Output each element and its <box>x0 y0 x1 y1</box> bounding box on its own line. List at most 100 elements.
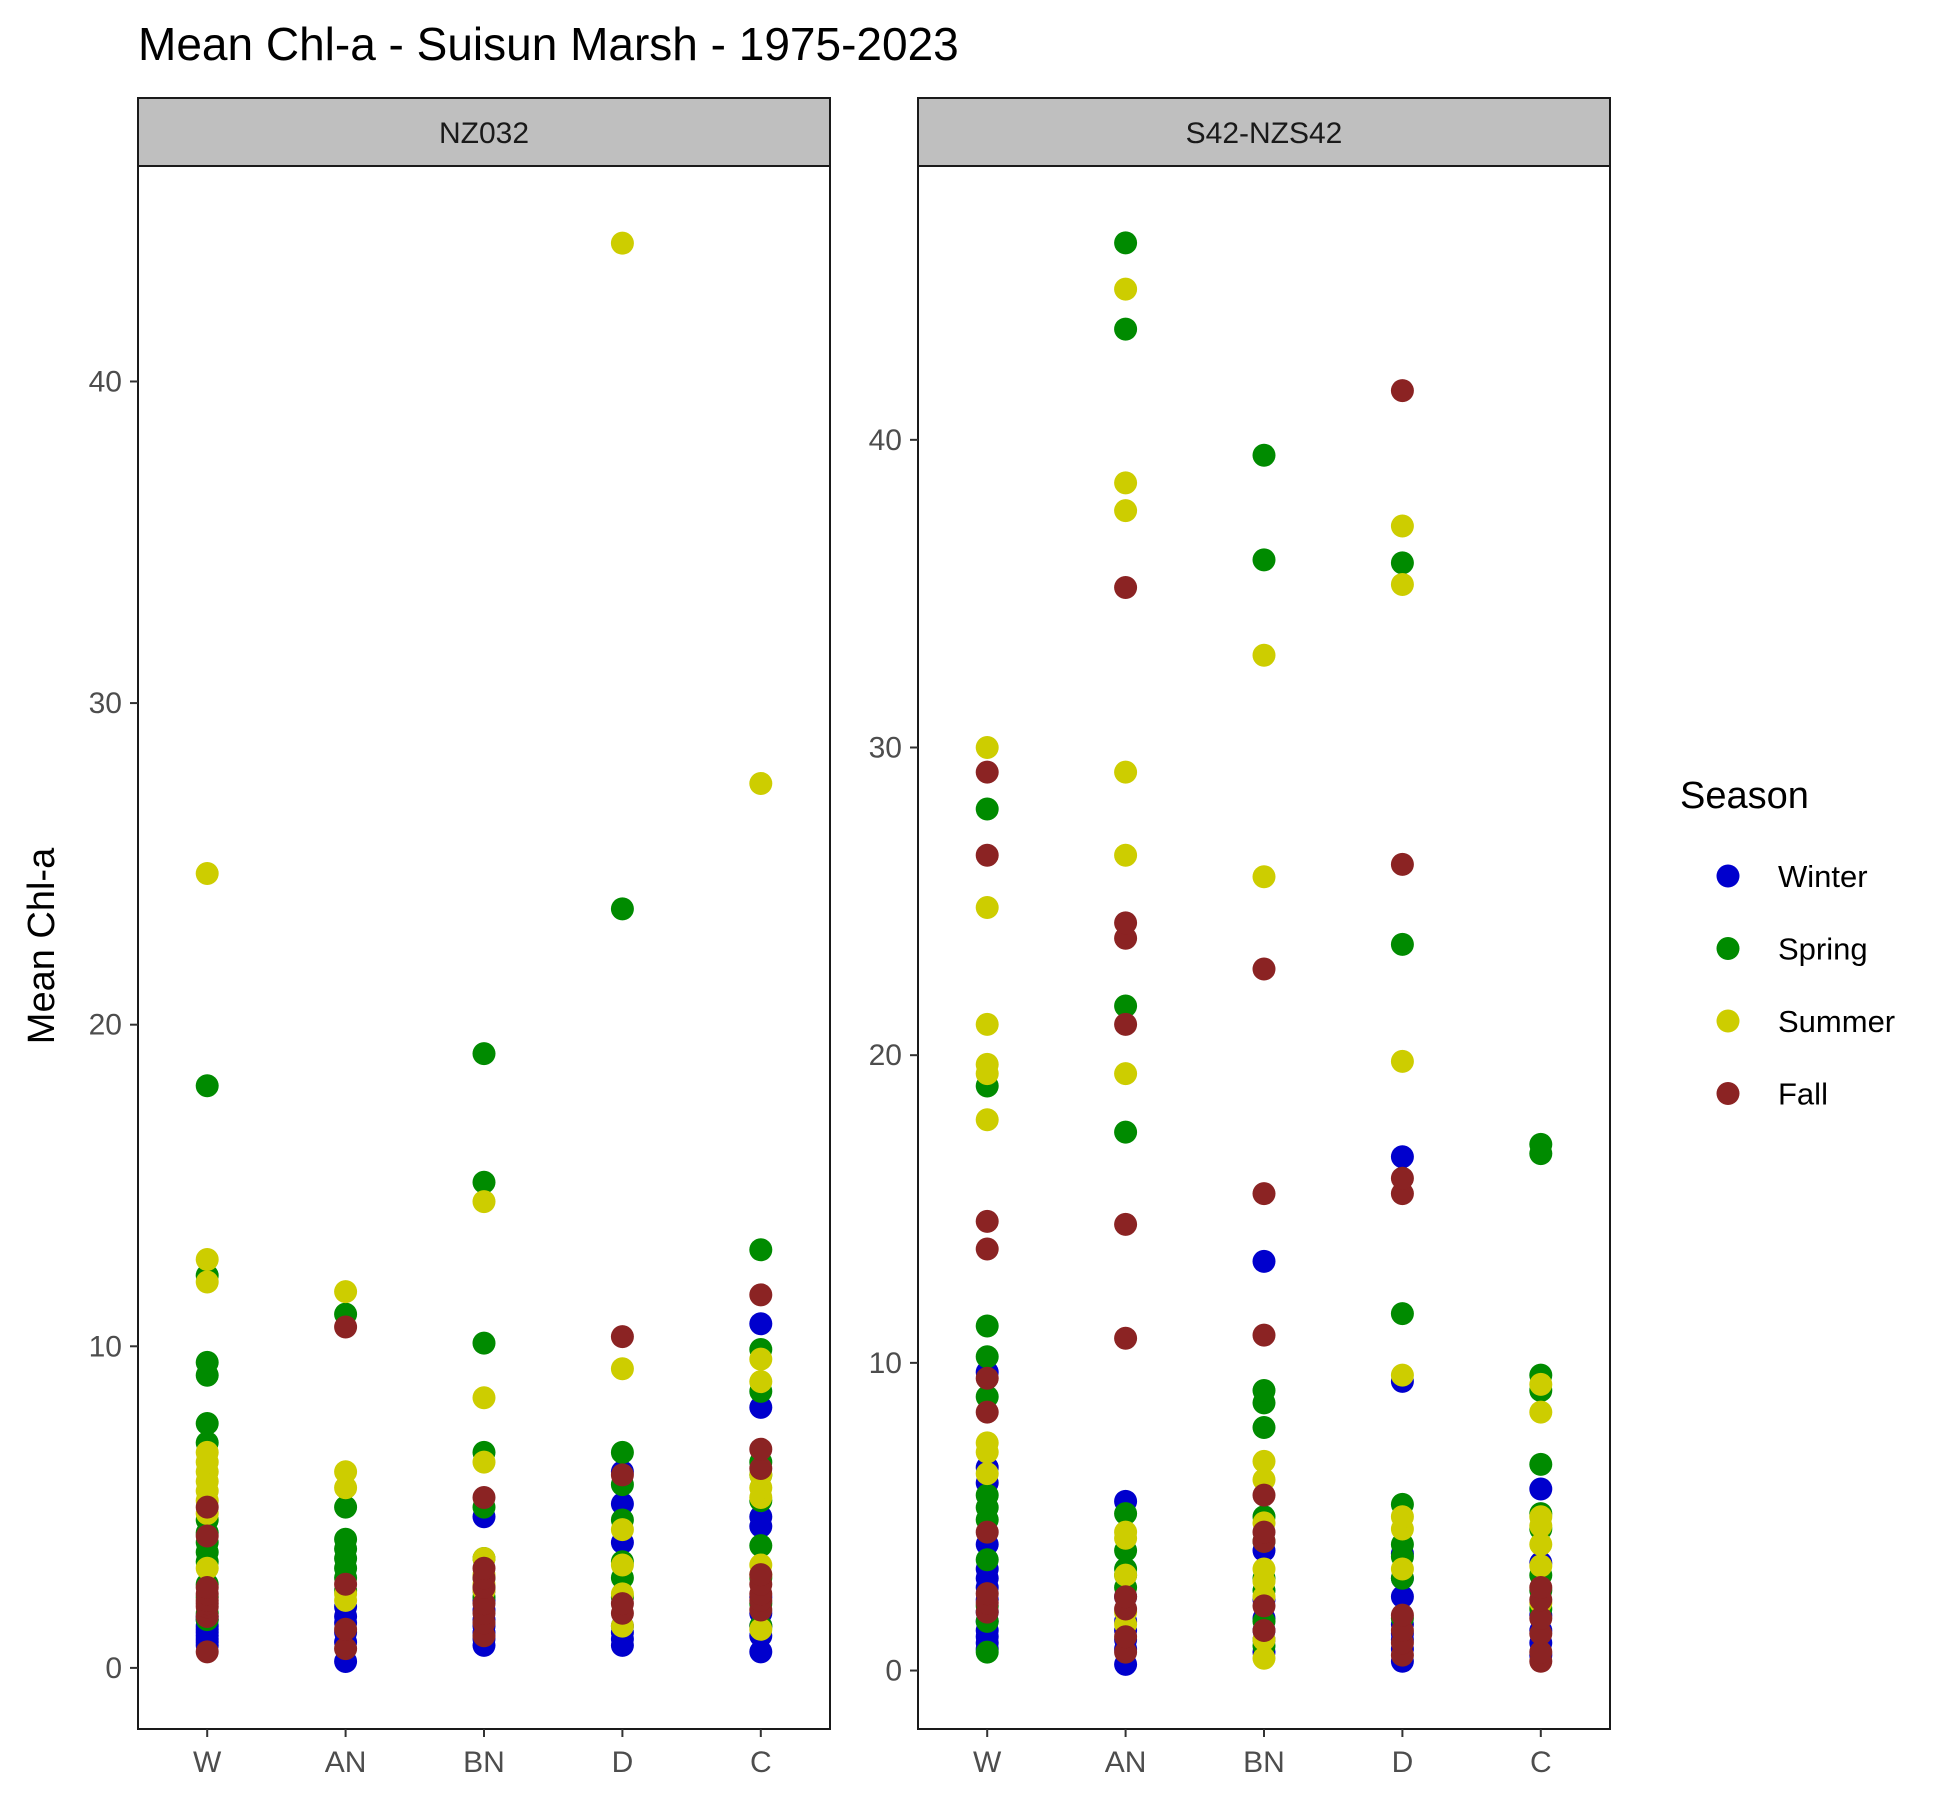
y-tick-label: 10 <box>869 1347 902 1380</box>
point-spring <box>975 1640 999 1664</box>
point-summer <box>1114 1563 1138 1587</box>
x-tick-label: BN <box>463 1746 505 1779</box>
legend-label: Fall <box>1778 1077 1828 1112</box>
facet-strip-label: NZ032 <box>439 117 529 150</box>
data-points <box>975 231 1553 1676</box>
point-spring <box>1114 317 1138 341</box>
point-summer <box>472 1386 496 1410</box>
point-fall <box>975 1400 999 1424</box>
point-fall <box>1114 1625 1138 1649</box>
point-fall <box>749 1457 773 1480</box>
point-spring <box>1114 1502 1138 1526</box>
point-fall <box>1114 1012 1138 1036</box>
point-summer <box>1529 1505 1553 1529</box>
point-spring <box>472 1331 496 1355</box>
point-spring <box>749 1238 773 1262</box>
y-tick-label: 20 <box>869 1039 902 1072</box>
point-fall <box>334 1572 358 1596</box>
point-fall <box>1252 1619 1276 1643</box>
point-spring <box>610 1440 634 1464</box>
point-fall <box>334 1315 358 1339</box>
point-fall <box>610 1592 634 1616</box>
point-summer <box>195 862 219 886</box>
legend-item-winter: Winter <box>1716 859 1868 894</box>
point-fall <box>749 1563 773 1587</box>
point-winter <box>1529 1477 1553 1501</box>
point-fall <box>1529 1575 1553 1599</box>
point-summer <box>975 1108 999 1132</box>
point-fall <box>1252 1182 1276 1206</box>
point-summer <box>610 1357 634 1381</box>
point-winter <box>749 1505 773 1529</box>
x-tick-label: AN <box>325 1746 367 1779</box>
legend-label: Summer <box>1778 1004 1895 1039</box>
point-fall <box>1114 911 1138 935</box>
point-summer <box>610 1518 634 1542</box>
y-tick-label: 40 <box>89 365 122 398</box>
point-summer <box>749 1347 773 1371</box>
point-fall <box>610 1463 634 1487</box>
point-fall <box>195 1575 219 1599</box>
legend-label: Winter <box>1778 859 1868 894</box>
point-spring <box>472 1042 496 1066</box>
point-summer <box>1252 1557 1276 1581</box>
legend-key <box>1716 1082 1740 1105</box>
point-summer <box>975 1052 999 1076</box>
y-axis-title: Mean Chl-a <box>21 847 63 1044</box>
point-summer <box>1529 1400 1553 1424</box>
point-fall <box>334 1637 358 1661</box>
point-summer <box>975 736 999 760</box>
point-fall <box>749 1283 773 1307</box>
point-summer <box>1390 1557 1414 1581</box>
point-summer <box>1114 1062 1138 1086</box>
point-spring <box>975 1548 999 1572</box>
point-spring <box>1529 1452 1553 1476</box>
point-summer <box>1252 865 1276 889</box>
x-tick-label: W <box>973 1746 1002 1779</box>
legend-entries: Winter Spring Summer Fall <box>1716 859 1895 1112</box>
facet-panels: NZ032 0 10 20 30 40 W AN BN D C S42-NZS42 0 10 20 30 40 W… <box>89 97 1611 1779</box>
point-summer <box>1390 1049 1414 1073</box>
point-fall <box>1252 957 1276 981</box>
point-summer <box>975 896 999 920</box>
x-tick-label: D <box>1392 1746 1414 1779</box>
point-summer <box>472 1450 496 1474</box>
point-fall <box>1252 1323 1276 1347</box>
point-summer <box>610 1553 634 1577</box>
point-fall <box>1252 1483 1276 1507</box>
point-spring <box>1114 994 1138 1018</box>
point-fall <box>975 1582 999 1606</box>
legend: Season Winter Spring Summer Fall <box>1680 775 1895 1112</box>
point-summer <box>1529 1372 1553 1396</box>
point-summer <box>1114 471 1138 495</box>
point-summer <box>610 231 634 255</box>
point-summer <box>749 1370 773 1394</box>
legend-label: Spring <box>1778 932 1868 967</box>
point-summer <box>195 1247 219 1271</box>
point-summer <box>1390 572 1414 596</box>
legend-key <box>1716 937 1740 960</box>
point-winter <box>1390 1145 1414 1169</box>
point-spring <box>1390 551 1414 575</box>
y-tick-label: 40 <box>869 424 902 457</box>
point-summer <box>195 1270 219 1294</box>
point-winter <box>749 1312 773 1336</box>
y-tick-label: 10 <box>89 1330 122 1363</box>
data-points <box>195 231 773 1673</box>
point-winter <box>749 1395 773 1419</box>
point-spring <box>195 1411 219 1435</box>
point-summer <box>749 771 773 795</box>
y-tick-label: 0 <box>885 1655 902 1688</box>
point-summer <box>1114 499 1138 523</box>
point-fall <box>975 1520 999 1544</box>
x-tick-label: BN <box>1243 1746 1285 1779</box>
point-summer <box>334 1280 358 1304</box>
legend-item-fall: Fall <box>1716 1077 1828 1112</box>
point-spring <box>610 897 634 921</box>
point-winter <box>1252 1249 1276 1273</box>
point-fall <box>975 760 999 784</box>
point-summer <box>1390 514 1414 538</box>
x-tick-label: C <box>1530 1746 1552 1779</box>
point-fall <box>749 1437 773 1461</box>
point-summer <box>1390 1505 1414 1529</box>
